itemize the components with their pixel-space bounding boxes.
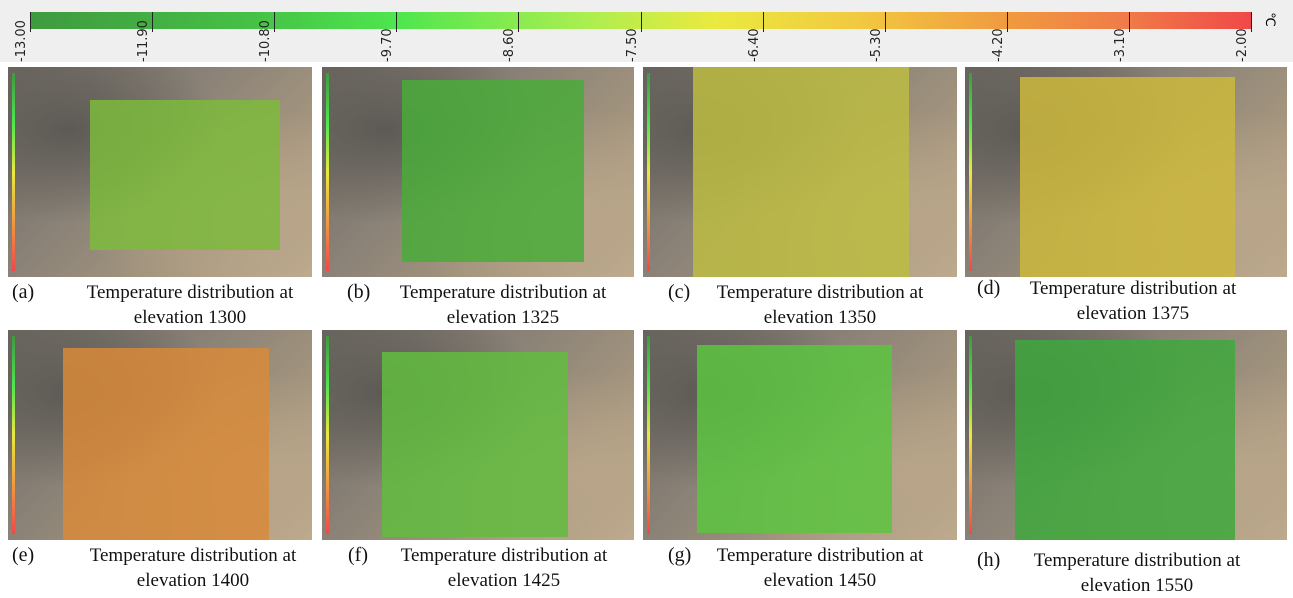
colorbar-tick-label: -3.10: [1113, 28, 1128, 62]
map-panel: [8, 330, 312, 540]
panel-label: (d): [977, 277, 1000, 300]
colorbar-tick: [1129, 12, 1130, 32]
legend-strip: [969, 73, 972, 271]
map-panel: [965, 67, 1287, 277]
map-panel: [965, 330, 1287, 540]
map-panel: [322, 330, 634, 540]
map-panel: [643, 330, 957, 540]
caption-line: Temperature distribution at: [1017, 548, 1257, 573]
colorbar-background: [0, 0, 1293, 62]
colorbar-tick: [1007, 12, 1008, 32]
colorbar-tick: [1251, 12, 1252, 32]
caption-line: Temperature distribution at: [70, 280, 310, 305]
temperature-overlay: [90, 100, 280, 250]
figure: {"colorbar": {"ticks": ["-13.00", "-11.9…: [0, 0, 1293, 592]
panel-label: (f): [348, 544, 368, 567]
colorbar-tick-label: -4.20: [991, 28, 1006, 62]
colorbar-tick-label: -10.80: [258, 20, 273, 62]
legend-strip: [12, 336, 15, 534]
panel-label: (c): [668, 281, 690, 304]
map-panel: [8, 67, 312, 277]
colorbar-tick: [152, 12, 153, 32]
legend-strip: [326, 73, 329, 271]
legend-strip: [12, 73, 15, 271]
caption-line: elevation 1425: [384, 568, 624, 593]
legend-strip: [647, 336, 650, 534]
colorbar-tick: [763, 12, 764, 32]
colorbar-tick-label: -5.30: [869, 28, 884, 62]
colorbar-tick-label: -13.00: [14, 20, 29, 62]
temperature-overlay: [697, 345, 892, 533]
caption-line: Temperature distribution at: [700, 280, 940, 305]
caption-line: Temperature distribution at: [383, 280, 623, 305]
panel-label: (g): [668, 544, 691, 567]
colorbar-tick-label: -9.70: [380, 28, 395, 62]
caption-line: elevation 1300: [70, 305, 310, 330]
temperature-overlay: [63, 348, 269, 540]
caption-line: Temperature distribution at: [73, 543, 313, 568]
colorbar-tick-label: -2.00: [1235, 28, 1250, 62]
panel-label: (e): [12, 544, 34, 567]
panel-label: (b): [347, 281, 370, 304]
colorbar-tick-label: -11.90: [136, 20, 151, 62]
panel-label: (a): [12, 281, 34, 304]
caption-line: elevation 1375: [1013, 301, 1253, 326]
temperature-overlay: [402, 80, 584, 262]
caption-line: Temperature distribution at: [384, 543, 624, 568]
colorbar-tick: [641, 12, 642, 32]
map-panel: [322, 67, 634, 277]
caption-line: elevation 1325: [383, 305, 623, 330]
caption-line: elevation 1350: [700, 305, 940, 330]
colorbar-tick: [518, 12, 519, 32]
colorbar-tick: [885, 12, 886, 32]
colorbar-tick-label: -7.50: [625, 28, 640, 62]
temperature-overlay: [693, 67, 909, 277]
temperature-overlay: [1020, 77, 1235, 277]
temperature-overlay: [1015, 340, 1235, 540]
map-panel: [643, 67, 957, 277]
colorbar-tick: [274, 12, 275, 32]
temperature-overlay: [382, 352, 568, 537]
colorbar-unit: ℃: [1262, 12, 1277, 27]
caption-line: Temperature distribution at: [700, 543, 940, 568]
legend-strip: [326, 336, 329, 534]
panel-label: (h): [977, 549, 1000, 572]
caption-line: elevation 1550: [1017, 573, 1257, 598]
colorbar-tick: [30, 12, 31, 32]
colorbar-tick: [396, 12, 397, 32]
legend-strip: [647, 73, 650, 271]
colorbar-tick-label: -6.40: [747, 28, 762, 62]
colorbar-tick-label: -8.60: [502, 28, 517, 62]
caption-line: elevation 1400: [73, 568, 313, 593]
legend-strip: [969, 336, 972, 534]
caption-line: elevation 1450: [700, 568, 940, 593]
caption-line: Temperature distribution at: [1013, 276, 1253, 301]
